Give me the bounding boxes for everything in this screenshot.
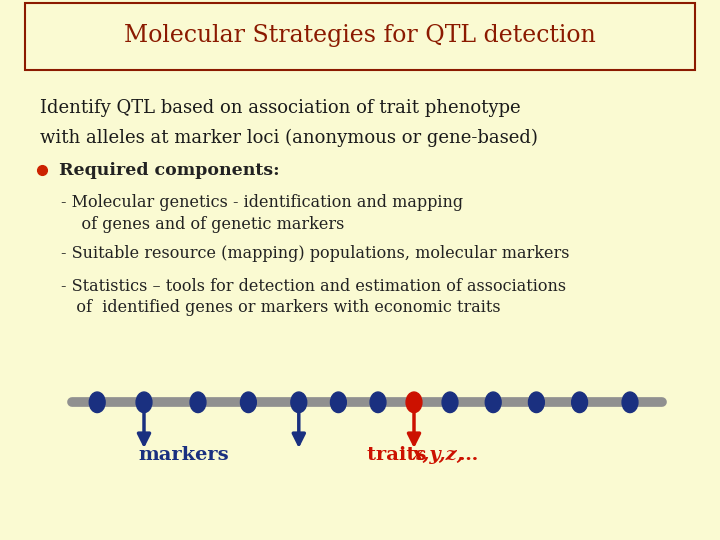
- Ellipse shape: [528, 392, 544, 413]
- Ellipse shape: [406, 392, 422, 413]
- Text: markers: markers: [138, 446, 229, 463]
- Ellipse shape: [190, 392, 206, 413]
- Text: traits: traits: [367, 446, 433, 463]
- Text: with alleles at marker loci (anonymous or gene-based): with alleles at marker loci (anonymous o…: [40, 129, 537, 147]
- Ellipse shape: [330, 392, 346, 413]
- Text: Molecular Strategies for QTL detection: Molecular Strategies for QTL detection: [124, 24, 596, 46]
- Text: - Molecular genetics - identification and mapping: - Molecular genetics - identification an…: [61, 194, 464, 211]
- FancyBboxPatch shape: [25, 3, 695, 70]
- Ellipse shape: [291, 392, 307, 413]
- Text: - Suitable resource (mapping) populations, molecular markers: - Suitable resource (mapping) population…: [61, 245, 570, 262]
- Text: - Statistics – tools for detection and estimation of associations: - Statistics – tools for detection and e…: [61, 278, 567, 295]
- Ellipse shape: [572, 392, 588, 413]
- Text: Identify QTL based on association of trait phenotype: Identify QTL based on association of tra…: [40, 99, 521, 117]
- Text: of genes and of genetic markers: of genes and of genetic markers: [61, 215, 345, 233]
- Text: Required components:: Required components:: [59, 161, 279, 179]
- Ellipse shape: [622, 392, 638, 413]
- Ellipse shape: [240, 392, 256, 413]
- Ellipse shape: [442, 392, 458, 413]
- Text: x,y,z,: x,y,z,: [412, 446, 464, 463]
- Text: of  identified genes or markers with economic traits: of identified genes or markers with econ…: [61, 299, 501, 316]
- Ellipse shape: [89, 392, 105, 413]
- Text: …: …: [452, 446, 479, 463]
- Ellipse shape: [370, 392, 386, 413]
- Ellipse shape: [485, 392, 501, 413]
- Ellipse shape: [136, 392, 152, 413]
